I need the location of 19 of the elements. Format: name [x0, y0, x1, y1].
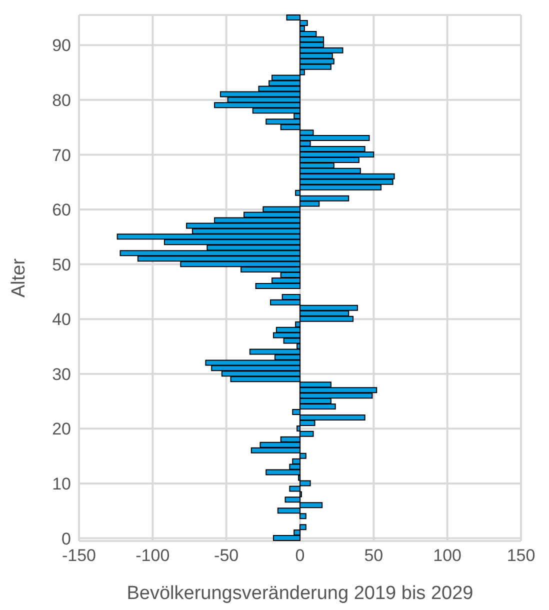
x-tick-label: 50: [364, 546, 384, 566]
y-tick-label: 30: [52, 364, 71, 384]
y-tick-label: 0: [62, 529, 71, 548]
x-tick-label: 0: [295, 546, 305, 566]
y-tick-label: 80: [52, 90, 71, 110]
x-axis-title: Bevölkerungsveränderung 2019 bis 2029: [126, 583, 474, 604]
y-tick-label: 70: [52, 146, 71, 165]
x-tick-label: -50: [214, 546, 239, 566]
y-tick-label: 20: [52, 420, 71, 439]
y-tick-label: 40: [52, 310, 71, 330]
x-tick-label: -100: [136, 546, 170, 566]
x-tick-label: -150: [62, 546, 96, 566]
x-tick-label: 100: [433, 546, 462, 566]
y-tick-label: 50: [52, 255, 71, 274]
y-tick-label: 90: [52, 36, 71, 56]
y-axis-title: Alter: [8, 258, 30, 298]
y-tick-label: 60: [52, 200, 71, 220]
y-tick-label: 10: [52, 474, 71, 494]
x-tick-label: 150: [506, 546, 536, 566]
